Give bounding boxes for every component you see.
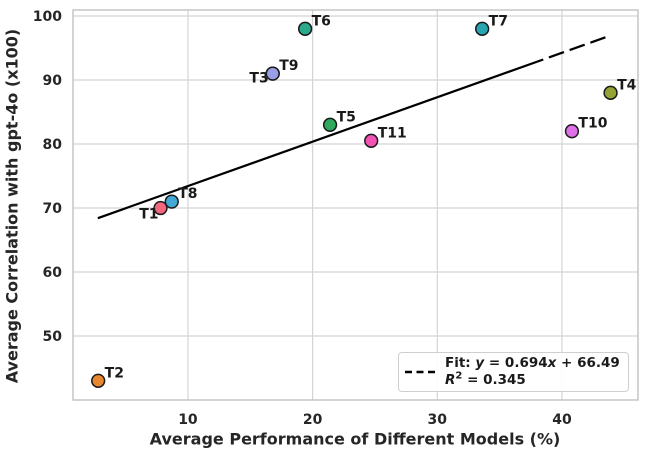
data-point-T9 — [265, 66, 280, 81]
point-label-T7: T7 — [489, 13, 508, 29]
point-label-T3: T3 — [249, 71, 268, 87]
point-label-T2: T2 — [105, 365, 124, 381]
y-tick-label: 100 — [33, 9, 62, 25]
point-label-T6: T6 — [312, 13, 331, 29]
point-label-T8: T8 — [178, 186, 197, 202]
plot-spines — [72, 9, 639, 401]
x-tick-label: 40 — [552, 412, 572, 428]
data-point-T10 — [564, 124, 580, 139]
data-point-T5 — [322, 117, 338, 132]
x-tick-label: 10 — [178, 412, 198, 428]
data-point-T11 — [364, 133, 379, 148]
fit-equation-text: Fit: y = 0.694x + 66.49 — [445, 355, 620, 371]
y-tick-label: 60 — [43, 265, 63, 281]
r-squared-text: R2 = 0.345 — [445, 370, 526, 388]
y-tick-label: 80 — [43, 137, 63, 153]
data-point-T8 — [164, 194, 179, 209]
point-label-T4: T4 — [617, 77, 637, 93]
data-point-T4 — [603, 85, 618, 100]
point-label-T11: T11 — [378, 125, 407, 141]
y-tick-label: 70 — [43, 201, 63, 217]
x-tick-label: 30 — [428, 412, 448, 428]
data-point-T2 — [91, 373, 106, 388]
fit-legend: Fit: y = 0.694x + 66.49 R2 = 0.345 — [398, 352, 629, 392]
y-axis-label: Average Correlation with gpt-4o (x100) — [2, 28, 22, 384]
x-axis-label: Average Performance of Different Models … — [149, 429, 561, 449]
fit-line-solid — [97, 58, 544, 220]
fit-line-dashed — [542, 34, 611, 61]
y-tick-label: 90 — [43, 73, 63, 89]
y-tick-label: 50 — [43, 329, 63, 345]
point-label-T10: T10 — [578, 116, 607, 132]
point-label-T5: T5 — [337, 109, 356, 125]
data-point-T1 — [153, 200, 168, 216]
x-tick-label: 20 — [303, 412, 323, 428]
data-point-T6 — [297, 21, 313, 36]
point-label-T1: T1 — [139, 207, 158, 223]
point-label-T9: T9 — [279, 58, 298, 74]
data-point-T7 — [475, 21, 490, 36]
dashed-line-icon — [405, 370, 436, 374]
